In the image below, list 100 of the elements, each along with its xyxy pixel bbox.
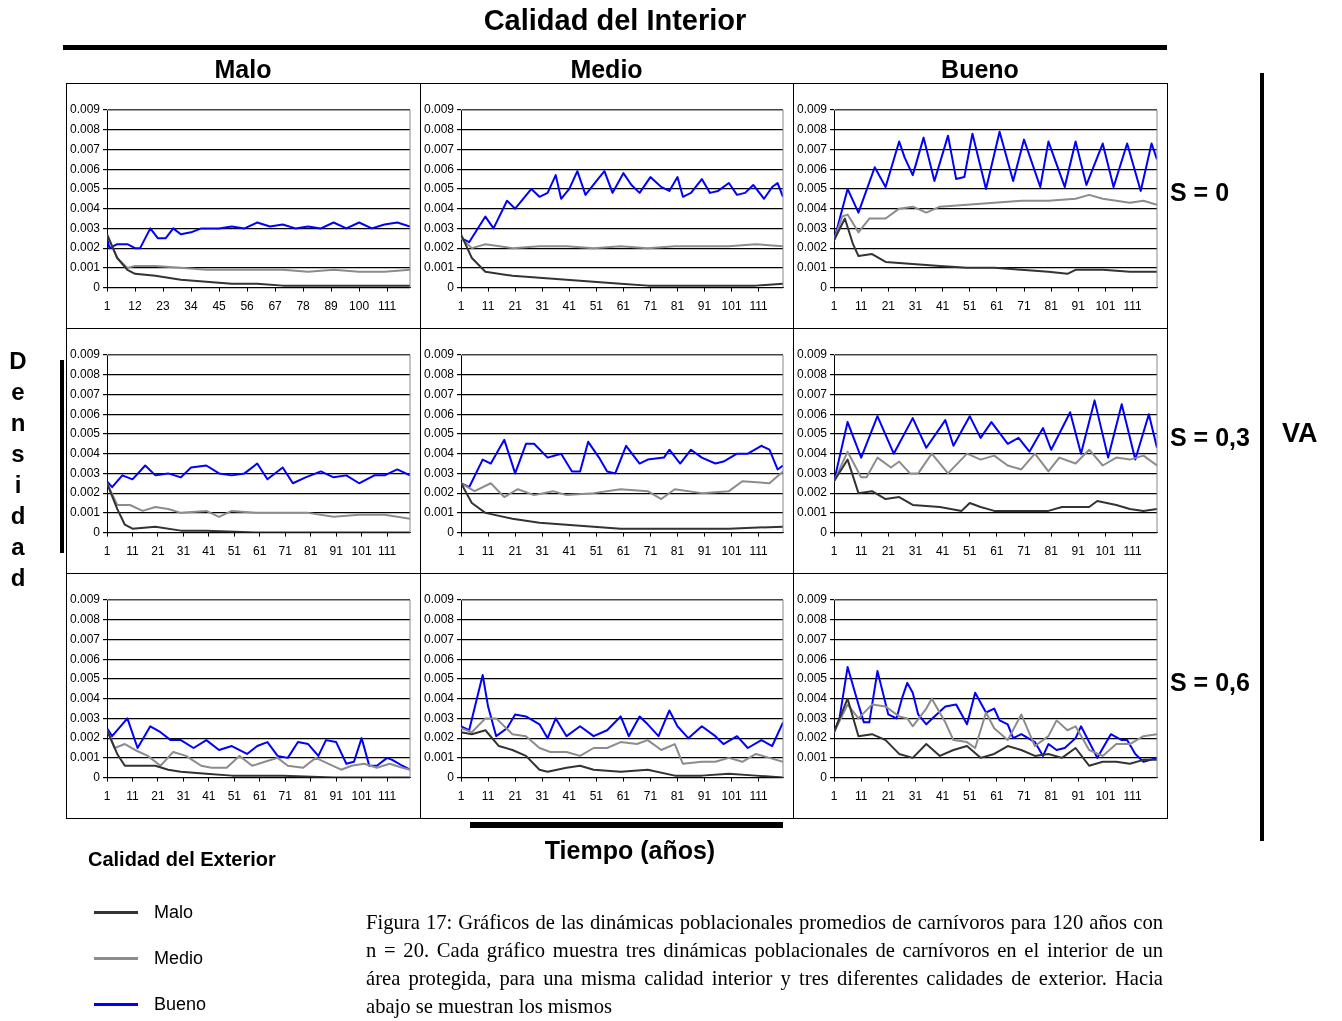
x-tick-label: 31 bbox=[176, 544, 191, 559]
chart-title: Bueno bbox=[940, 55, 1020, 84]
y-tick-label: 0.004 bbox=[424, 445, 455, 460]
x-tick-label: 111 bbox=[749, 544, 769, 559]
x-tick-label: 61 bbox=[616, 544, 631, 559]
x-tick-label: 51 bbox=[589, 789, 604, 804]
x-tick-label: 111 bbox=[1123, 299, 1143, 314]
legend-label: Bueno bbox=[154, 993, 207, 1015]
x-tick-label: 51 bbox=[963, 789, 977, 804]
y-tick-label: 0.004 bbox=[70, 200, 101, 215]
x-tick-label: 101 bbox=[721, 789, 742, 804]
x-tick-label: 71 bbox=[1017, 299, 1032, 314]
y-tick-label: 0.006 bbox=[70, 651, 101, 666]
x-tick-label: 71 bbox=[643, 544, 658, 559]
x-tick-label: 67 bbox=[268, 299, 283, 314]
x-tick-label: 81 bbox=[670, 544, 685, 559]
legend-label: Malo bbox=[154, 901, 194, 923]
y-tick-label: 0 bbox=[820, 279, 828, 294]
x-tick-label: 91 bbox=[697, 544, 712, 559]
y-tick-label: 0 bbox=[447, 769, 455, 784]
x-tick-label: 111 bbox=[377, 299, 397, 314]
y-tick-label: 0.008 bbox=[797, 612, 828, 627]
x-tick-label: 101 bbox=[1095, 789, 1116, 804]
y-tick-label: 0.007 bbox=[424, 386, 455, 401]
x-tick-label: 21 bbox=[508, 789, 523, 804]
x-tick-label: 34 bbox=[184, 299, 199, 314]
y-tick-label: 0.004 bbox=[70, 690, 101, 705]
x-tick-label: 61 bbox=[253, 544, 267, 559]
x-tick-label: 51 bbox=[227, 789, 242, 804]
y-tick-label: 0.009 bbox=[797, 102, 828, 117]
legend-title: Calidad del Exterior bbox=[88, 848, 276, 871]
y-tick-label: 0 bbox=[93, 769, 101, 784]
x-tick-label: 111 bbox=[1123, 789, 1143, 804]
y-tick-label: 0.005 bbox=[70, 671, 101, 686]
y-tick-label: 0.009 bbox=[797, 347, 828, 362]
x-tick-label: 1 bbox=[830, 789, 838, 804]
y-tick-label: 0.009 bbox=[424, 592, 455, 607]
y-tick-label: 0.007 bbox=[424, 631, 455, 646]
x-tick-label: 11 bbox=[126, 789, 140, 804]
x-tick-label: 91 bbox=[697, 789, 712, 804]
y-tick-label: 0.004 bbox=[797, 445, 828, 460]
x-tick-label: 11 bbox=[854, 299, 868, 314]
x-tick-label: 51 bbox=[589, 544, 604, 559]
x-tick-label: 31 bbox=[535, 299, 550, 314]
x-tick-label: 31 bbox=[908, 544, 923, 559]
x-tick-label: 21 bbox=[881, 789, 896, 804]
x-tick-label: 81 bbox=[1044, 299, 1059, 314]
y-tick-label: 0.001 bbox=[797, 505, 828, 520]
x-tick-label: 41 bbox=[562, 789, 577, 804]
y-tick-label: 0.008 bbox=[424, 122, 455, 137]
x-tick-label: 41 bbox=[935, 299, 950, 314]
y-tick-label: 0.002 bbox=[70, 240, 101, 255]
y-tick-label: 0.005 bbox=[797, 181, 828, 196]
text: VA bbox=[1282, 418, 1318, 449]
x-tick-label: 1 bbox=[103, 544, 111, 559]
x-tick-label: 81 bbox=[304, 789, 318, 804]
y-tick-label: 0.002 bbox=[797, 240, 828, 255]
y-tick-label: 0.001 bbox=[424, 505, 455, 520]
y-tick-label: 0 bbox=[820, 524, 828, 539]
x-tick-label: 51 bbox=[589, 299, 604, 314]
x-tick-label: 91 bbox=[1071, 544, 1086, 559]
x-tick-label: 111 bbox=[749, 299, 769, 314]
x-tick-label: 12 bbox=[128, 299, 143, 314]
x-tick-label: 21 bbox=[881, 544, 896, 559]
y-tick-label: 0 bbox=[447, 524, 455, 539]
y-tick-label: 0.003 bbox=[70, 710, 101, 725]
y-tick-label: 0.008 bbox=[797, 367, 828, 382]
y-tick-label: 0.004 bbox=[797, 200, 828, 215]
x-tick-label: 21 bbox=[151, 789, 165, 804]
y2-axis-title: S = 0,3 bbox=[1170, 423, 1250, 452]
x-tick-label: 1 bbox=[103, 299, 111, 314]
x-tick-label: 61 bbox=[990, 789, 1004, 804]
y-tick-label: 0.003 bbox=[424, 220, 455, 235]
y-tick-label: 0.006 bbox=[424, 406, 455, 421]
x-tick-label: 41 bbox=[562, 299, 577, 314]
x-tick-label: 51 bbox=[963, 299, 977, 314]
x-tick-label: 61 bbox=[616, 789, 631, 804]
y-tick-label: 0.004 bbox=[797, 690, 828, 705]
y-tick-label: 0.002 bbox=[70, 485, 101, 500]
x-tick-label: 31 bbox=[535, 544, 550, 559]
x-tick-label: 11 bbox=[854, 789, 868, 804]
y-tick-label: 0.009 bbox=[424, 102, 455, 117]
x-tick-label: 31 bbox=[535, 789, 550, 804]
y-tick-label: 0.002 bbox=[797, 485, 828, 500]
text: Calidad del Interior bbox=[482, 4, 748, 37]
y-tick-label: 0.007 bbox=[797, 141, 828, 156]
y-tick-label: 0.004 bbox=[70, 445, 101, 460]
y-tick-label: 0.006 bbox=[70, 161, 101, 176]
y2-axis-title: S = 0,6 bbox=[1170, 668, 1250, 697]
x-tick-label: 91 bbox=[1071, 299, 1086, 314]
y-tick-label: 0.003 bbox=[70, 220, 101, 235]
x-tick-label: 71 bbox=[643, 299, 658, 314]
y-tick-label: 0.001 bbox=[70, 750, 101, 765]
x-tick-label: 71 bbox=[643, 789, 658, 804]
y-tick-label: 0.006 bbox=[70, 406, 101, 421]
y-tick-label: 0.007 bbox=[70, 141, 101, 156]
x-tick-label: 1 bbox=[457, 789, 465, 804]
x-tick-label: 11 bbox=[481, 299, 495, 314]
x-tick-label: 91 bbox=[697, 299, 712, 314]
x-tick-label: 91 bbox=[329, 789, 344, 804]
